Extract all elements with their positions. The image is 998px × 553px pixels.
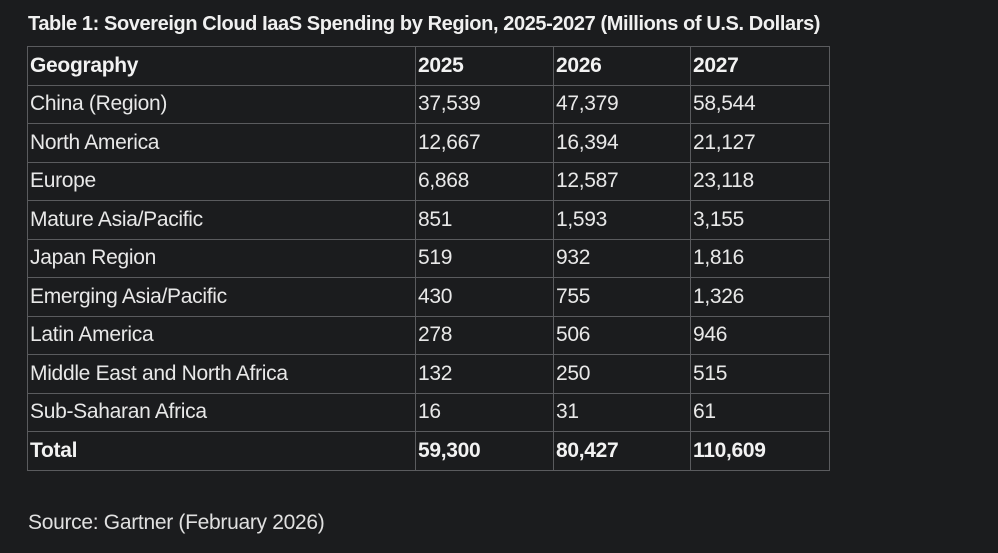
table-row: Europe 6,868 12,587 23,118: [27, 161, 830, 201]
value-2027-cell: 946: [690, 315, 830, 355]
value-2026-cell: 47,379: [553, 84, 691, 124]
table-title: Table 1: Sovereign Cloud IaaS Spending b…: [28, 13, 821, 35]
header-2025: 2025: [415, 46, 554, 86]
value-2025-cell: 12,667: [415, 123, 554, 163]
value-2027-cell: 1,326: [690, 277, 830, 317]
total-label: Total: [27, 431, 416, 471]
table-row: Middle East and North Africa 132 250 515: [27, 354, 830, 394]
table-row: Emerging Asia/Pacific 430 755 1,326: [27, 277, 830, 317]
value-2026-cell: 31: [553, 392, 691, 432]
value-2026-cell: 250: [553, 354, 691, 394]
value-2025-cell: 851: [415, 200, 554, 240]
value-2025-cell: 37,539: [415, 84, 554, 124]
geography-cell: Emerging Asia/Pacific: [27, 277, 416, 317]
header-row: Geography 2025 2026 2027: [27, 46, 830, 86]
geography-cell: Japan Region: [27, 238, 416, 278]
value-2025-cell: 519: [415, 238, 554, 278]
value-2027-cell: 3,155: [690, 200, 830, 240]
geography-cell: Latin America: [27, 315, 416, 355]
source-note: Source: Gartner (February 2026): [28, 511, 325, 534]
value-2026-cell: 1,593: [553, 200, 691, 240]
value-2025-cell: 430: [415, 277, 554, 317]
geography-cell: North America: [27, 123, 416, 163]
total-2025: 59,300: [415, 431, 554, 471]
geography-cell: China (Region): [27, 84, 416, 124]
geography-cell: Sub-Saharan Africa: [27, 392, 416, 432]
total-row: Total 59,300 80,427 110,609: [27, 431, 830, 471]
header-geography: Geography: [27, 46, 416, 86]
table-row: North America 12,667 16,394 21,127: [27, 123, 830, 163]
value-2027-cell: 1,816: [690, 238, 830, 278]
value-2026-cell: 506: [553, 315, 691, 355]
value-2026-cell: 12,587: [553, 161, 691, 201]
value-2026-cell: 16,394: [553, 123, 691, 163]
value-2027-cell: 515: [690, 354, 830, 394]
table-row: Mature Asia/Pacific 851 1,593 3,155: [27, 200, 830, 240]
value-2025-cell: 278: [415, 315, 554, 355]
table-row: Latin America 278 506 946: [27, 315, 830, 355]
value-2025-cell: 132: [415, 354, 554, 394]
value-2025-cell: 6,868: [415, 161, 554, 201]
value-2026-cell: 932: [553, 238, 691, 278]
table-row: Japan Region 519 932 1,816: [27, 238, 830, 278]
value-2027-cell: 58,544: [690, 84, 830, 124]
table-row: China (Region) 37,539 47,379 58,544: [27, 84, 830, 124]
geography-cell: Europe: [27, 161, 416, 201]
value-2027-cell: 23,118: [690, 161, 830, 201]
value-2027-cell: 21,127: [690, 123, 830, 163]
geography-cell: Middle East and North Africa: [27, 354, 416, 394]
geography-cell: Mature Asia/Pacific: [27, 200, 416, 240]
value-2025-cell: 16: [415, 392, 554, 432]
total-2026: 80,427: [553, 431, 691, 471]
spending-table: Geography 2025 2026 2027 China (Region) 3…: [27, 46, 830, 471]
total-2027: 110,609: [690, 431, 830, 471]
header-2027: 2027: [690, 46, 830, 86]
value-2027-cell: 61: [690, 392, 830, 432]
value-2026-cell: 755: [553, 277, 691, 317]
table-row: Sub-Saharan Africa 16 31 61: [27, 392, 830, 432]
header-2026: 2026: [553, 46, 691, 86]
